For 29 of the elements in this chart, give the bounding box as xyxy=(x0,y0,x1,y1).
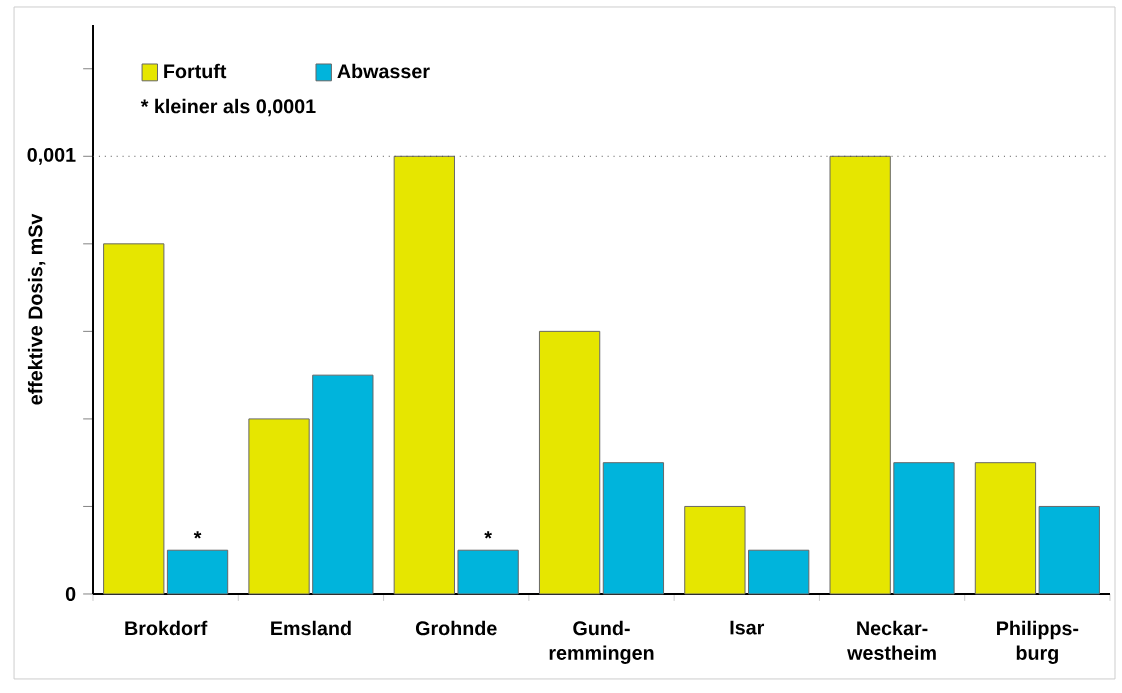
bar xyxy=(684,505,746,595)
annotation: * xyxy=(484,531,492,539)
annotation: * xyxy=(193,531,202,539)
y-tick-label: 0 xyxy=(65,587,76,601)
bar xyxy=(829,155,891,595)
bar xyxy=(974,462,1037,595)
bar xyxy=(1038,505,1100,595)
bar xyxy=(602,462,665,595)
bar xyxy=(103,243,165,595)
x-tick-label: Grohnde xyxy=(415,620,497,636)
bar xyxy=(748,549,810,595)
bar xyxy=(312,374,374,595)
bar xyxy=(166,549,229,595)
y-tick-label: 0,001 xyxy=(27,147,76,165)
x-tick-label: Gund-remmingen xyxy=(549,620,654,664)
x-tick-label: Emsland xyxy=(271,620,351,636)
bar xyxy=(393,155,455,595)
annotation: * kleiner als 0,0001 xyxy=(140,98,316,117)
x-tick-label: Brokdorf xyxy=(125,620,208,636)
x-tick-label: Neckar-westheim xyxy=(847,620,936,660)
bar xyxy=(893,462,955,595)
y-axis-title: effektive Dosis, mSv xyxy=(27,213,46,405)
bar xyxy=(538,330,601,595)
x-tick-label: Isar xyxy=(730,620,765,635)
legend-label: Abwasser xyxy=(337,63,430,79)
bar xyxy=(248,418,310,595)
bar xyxy=(457,549,519,595)
legend-label: Fortuft xyxy=(164,63,227,79)
x-tick-label: Philipps-burg xyxy=(997,620,1079,664)
